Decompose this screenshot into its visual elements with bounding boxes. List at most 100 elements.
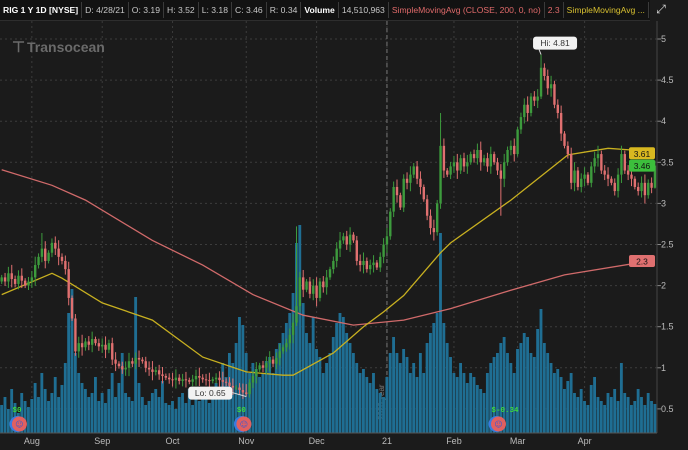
volume-bar	[27, 407, 30, 433]
volume-bar	[140, 397, 144, 433]
volume-bar	[70, 289, 74, 433]
candle-body	[509, 145, 513, 150]
candle-body	[543, 67, 546, 76]
volume-bar	[358, 373, 362, 433]
volume-bar	[516, 349, 519, 433]
candle-body	[97, 343, 101, 347]
volume-bar	[127, 397, 131, 433]
candle-body	[147, 367, 151, 370]
y-tick-label: 1.5	[661, 322, 674, 332]
volume-bar	[422, 373, 426, 433]
earnings-icon[interactable]	[491, 416, 506, 432]
volume-bar	[643, 405, 647, 433]
candle-body	[523, 104, 526, 118]
price-badge-sma50	[629, 147, 655, 160]
candle-body	[422, 186, 425, 200]
volume-bar	[576, 397, 580, 433]
candle-body	[405, 178, 409, 183]
candle-body	[513, 145, 516, 155]
volume-bar	[529, 353, 533, 433]
x-tick-label: Feb	[446, 436, 462, 446]
candle-body	[238, 387, 241, 390]
candle-body	[40, 248, 44, 257]
volume-bar	[194, 397, 198, 433]
candle-body	[271, 359, 275, 364]
volume-bar	[378, 393, 382, 433]
volume-bar	[331, 337, 335, 433]
candle-body	[499, 170, 503, 179]
candle-body	[559, 112, 563, 134]
volume-bar	[0, 405, 4, 433]
volume-bar	[43, 389, 47, 433]
volume-bar	[157, 397, 161, 433]
volume-bar	[261, 373, 265, 433]
volume-bar	[372, 373, 375, 433]
volume-bar	[20, 393, 24, 433]
candle-body	[312, 285, 315, 294]
volume-bar	[315, 349, 318, 433]
volume-bar	[589, 385, 593, 433]
candle-body	[121, 366, 124, 370]
volume-bar	[593, 377, 596, 433]
candle-body	[168, 377, 171, 380]
volume-bar	[171, 401, 174, 433]
candle-body	[446, 170, 449, 175]
zoom-icon[interactable]: ⤢	[656, 2, 666, 16]
candle-body	[372, 262, 375, 266]
volume-bar	[566, 381, 570, 433]
volume-bar	[365, 377, 369, 433]
volume-bar	[224, 377, 228, 433]
volume-bar	[254, 369, 258, 433]
earnings-icon[interactable]	[236, 416, 252, 432]
price-badge-text: 3.61	[634, 149, 651, 159]
volume-bar	[583, 401, 586, 433]
volume-bars	[0, 225, 657, 433]
volume-label[interactable]: Volume	[301, 2, 339, 18]
volume-bar	[144, 405, 148, 433]
candle-body	[302, 277, 305, 290]
volume-bar	[415, 377, 419, 433]
hi_label-pointer	[538, 49, 542, 55]
candle-body	[295, 306, 298, 323]
candle-body	[285, 343, 288, 348]
event-label: $0	[12, 407, 22, 415]
candle-body	[70, 297, 74, 319]
candle-body	[291, 322, 295, 335]
candle-body	[469, 154, 472, 163]
earnings-icon[interactable]	[11, 416, 27, 432]
annotations: Hi: 4.81 Lo: 0.65 $0 ☺ $0 ☺ $-0.34 ☺	[9, 36, 578, 432]
volume-bar	[405, 357, 409, 433]
volume-bar	[375, 389, 379, 433]
logo-text: Transocean	[27, 39, 105, 55]
volume-bar	[469, 373, 473, 433]
volume-bar	[395, 353, 399, 433]
volume-bar	[278, 343, 282, 433]
candle-body	[358, 260, 362, 266]
candle-body	[37, 256, 40, 266]
candle-body	[67, 269, 70, 298]
candles	[0, 54, 657, 399]
volume-bar	[492, 357, 496, 433]
candle-body	[365, 260, 369, 270]
sma50-study-label[interactable]: SimpleMovingAvg ...	[564, 2, 649, 18]
chart-header: RIG 1 Y 1D [NYSE] D: 4/28/21 O: 3.19 H: …	[0, 0, 650, 21]
candle-body	[0, 277, 3, 282]
volume-bar	[623, 393, 627, 433]
volume-bar	[616, 401, 620, 433]
volume-bar	[50, 393, 54, 433]
volume-bar	[609, 397, 613, 433]
candle-body	[436, 203, 439, 233]
volume-bar	[57, 397, 60, 433]
volume-bar	[455, 377, 459, 433]
sma200-study-label[interactable]: SimpleMovingAvg (CLOSE, 200, 0, no)	[389, 2, 545, 18]
candle-body	[489, 154, 492, 167]
candle-body	[265, 362, 268, 368]
candle-body	[94, 339, 97, 344]
symbol-label[interactable]: RIG 1 Y 1D [NYSE]	[0, 2, 83, 18]
volume-bar	[63, 363, 67, 433]
candle-body	[268, 359, 271, 363]
candle-body	[409, 174, 412, 183]
candle-body	[616, 174, 620, 192]
candle-body	[184, 379, 188, 381]
